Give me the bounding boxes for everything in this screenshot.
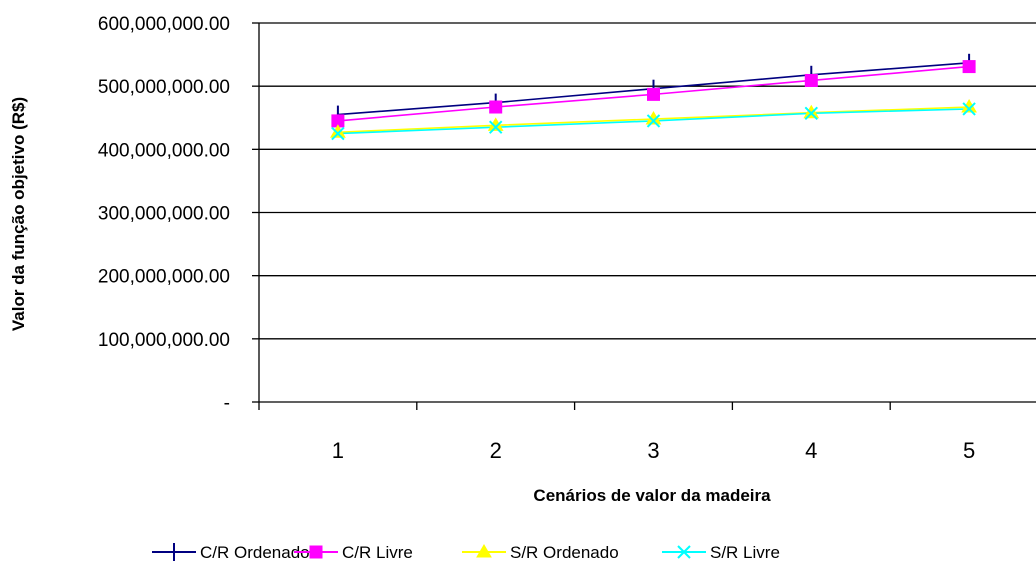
data-point [804,73,818,87]
x-tick-label: 4 [805,438,817,463]
data-point [962,60,976,74]
y-tick-label: 300,000,000.00 [98,204,230,225]
x-tick-label: 2 [490,438,502,463]
legend-item: S/R Livre [662,543,780,562]
data-point [489,100,503,114]
y-tick-label: 600,000,000.00 [98,14,230,35]
y-axis-ticks: - 100,000,000.00 200,000,000.00 300,000,000… [98,14,260,414]
legend-label: C/R Livre [342,543,413,562]
data-point [962,102,976,116]
data-point [647,87,660,101]
legend: C/R Ordenado C/R Livre S/R Ordenado S/R Liv… [152,543,780,562]
legend-label: C/R Ordenado [200,543,310,562]
x-tick-label: 1 [332,438,344,463]
y-tick-label: 500,000,000.00 [98,77,230,98]
y-tick-label: 400,000,000.00 [98,140,230,161]
legend-item: S/R Ordenado [462,543,619,562]
x-axis: 1 2 3 4 5 [258,401,1036,463]
legend-item: C/R Livre [294,543,413,562]
y-tick-label: 200,000,000.00 [98,267,230,288]
legend-marker [173,543,175,561]
x-tick-label: 5 [963,438,975,463]
legend-marker [476,544,492,558]
data-point [331,126,345,141]
data-point [488,120,503,134]
x-axis-title: Cenários de valor da madeira [533,486,771,505]
y-tick-label: - [224,393,230,414]
x-tick-label: 3 [647,438,659,463]
data-point [803,104,820,119]
legend-marker [677,545,691,559]
series-markers [330,53,977,141]
legend-label: S/R Livre [710,543,780,562]
data-point [804,106,819,121]
legend-item: C/R Ordenado [152,543,310,562]
legend-marker [309,545,323,559]
y-axis-title: Valor da função objetivo (R$) [9,97,28,331]
data-point [646,114,661,128]
y-tick-label: 100,000,000.00 [98,330,230,351]
legend-label: S/R Ordenado [510,543,619,562]
